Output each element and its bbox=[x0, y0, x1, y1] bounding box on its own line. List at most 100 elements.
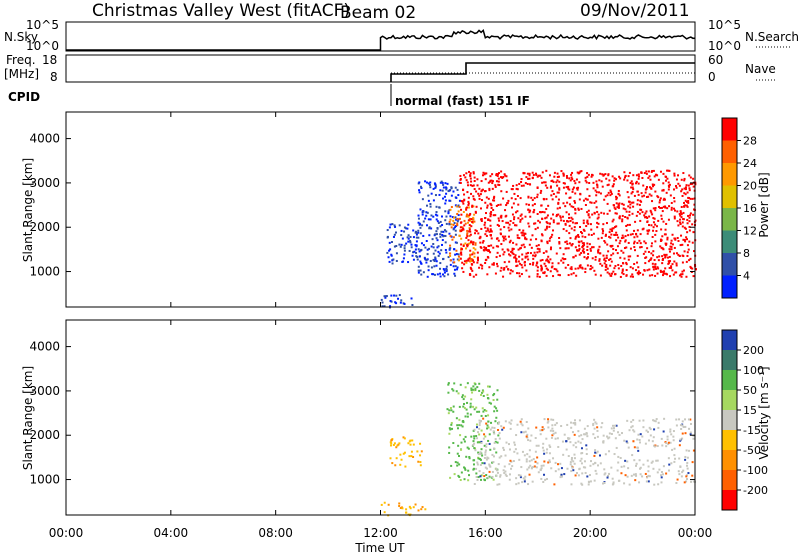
data-cell bbox=[457, 210, 460, 213]
data-cell bbox=[619, 275, 622, 278]
data-cell bbox=[609, 228, 612, 231]
data-cell bbox=[569, 461, 572, 464]
data-cell bbox=[595, 191, 598, 194]
data-cell bbox=[675, 264, 678, 267]
data-cell bbox=[644, 472, 647, 475]
data-cell bbox=[684, 227, 687, 230]
colorbar-swatch bbox=[722, 350, 737, 371]
data-cell bbox=[387, 256, 390, 259]
colorbar-swatch bbox=[722, 163, 737, 186]
data-cell bbox=[484, 221, 487, 224]
data-cell bbox=[448, 427, 451, 430]
data-cell bbox=[566, 220, 569, 223]
data-cell bbox=[657, 483, 660, 486]
data-cell bbox=[487, 439, 490, 442]
data-cell bbox=[603, 198, 606, 201]
data-cell bbox=[586, 188, 589, 191]
data-cell bbox=[596, 464, 599, 467]
data-cell bbox=[481, 454, 484, 457]
data-cell bbox=[434, 213, 437, 216]
data-cell bbox=[531, 480, 534, 483]
data-cell bbox=[623, 247, 626, 250]
data-cell bbox=[611, 483, 614, 486]
data-cell bbox=[493, 410, 496, 413]
data-cell bbox=[665, 175, 668, 178]
data-cell bbox=[651, 213, 654, 216]
data-cell bbox=[520, 418, 523, 421]
data-cell bbox=[685, 260, 688, 263]
data-cell bbox=[570, 173, 573, 176]
data-cell bbox=[439, 225, 442, 228]
data-cell bbox=[617, 431, 620, 434]
data-cell bbox=[523, 454, 526, 457]
data-cell bbox=[453, 216, 456, 219]
data-cell bbox=[470, 258, 473, 261]
data-cell bbox=[609, 236, 612, 239]
data-cell bbox=[648, 215, 651, 218]
data-cell bbox=[478, 197, 481, 200]
data-cell bbox=[569, 179, 572, 182]
cpid-label: CPID bbox=[8, 90, 40, 104]
data-cell bbox=[511, 465, 514, 468]
data-cell bbox=[469, 174, 472, 177]
data-cell bbox=[625, 210, 628, 213]
data-cell bbox=[402, 452, 405, 455]
data-cell bbox=[689, 431, 692, 434]
data-cell bbox=[458, 217, 461, 220]
data-cell bbox=[601, 264, 604, 267]
data-cell bbox=[453, 261, 456, 264]
data-cell bbox=[467, 259, 470, 262]
data-cell bbox=[417, 214, 420, 217]
colorbar-tick-label: 8 bbox=[743, 247, 750, 260]
data-cell bbox=[465, 206, 468, 209]
data-cell bbox=[532, 458, 535, 461]
data-cell bbox=[430, 245, 433, 248]
data-cell bbox=[473, 180, 476, 183]
data-cell bbox=[492, 262, 495, 265]
data-cell bbox=[409, 241, 412, 244]
data-cell bbox=[482, 171, 485, 174]
data-cell bbox=[621, 268, 624, 271]
data-cell bbox=[545, 451, 548, 454]
data-cell bbox=[628, 429, 631, 432]
data-cell bbox=[469, 230, 472, 233]
data-cell bbox=[606, 184, 609, 187]
data-cell bbox=[579, 170, 582, 173]
data-cell bbox=[515, 258, 518, 261]
data-cell bbox=[598, 454, 601, 457]
data-cell bbox=[472, 171, 475, 174]
data-cell bbox=[688, 259, 691, 262]
data-cell bbox=[439, 181, 442, 184]
data-cell bbox=[591, 213, 594, 216]
data-cell bbox=[580, 462, 583, 465]
data-cell bbox=[520, 178, 523, 181]
data-cell bbox=[417, 221, 420, 224]
data-cell bbox=[653, 428, 656, 431]
data-cell bbox=[674, 238, 677, 241]
data-cell bbox=[543, 418, 546, 421]
data-cell bbox=[582, 466, 585, 469]
data-cell bbox=[496, 174, 499, 177]
data-cell bbox=[626, 179, 629, 182]
data-cell bbox=[664, 179, 667, 182]
data-cell bbox=[584, 236, 587, 239]
data-cell bbox=[552, 432, 555, 435]
data-cell bbox=[493, 392, 496, 395]
data-cell bbox=[684, 240, 687, 243]
data-cell bbox=[601, 173, 604, 176]
data-cell bbox=[536, 462, 539, 465]
data-cell bbox=[484, 248, 487, 251]
data-cell bbox=[653, 175, 656, 178]
data-cell bbox=[485, 212, 488, 215]
data-cell bbox=[665, 242, 668, 245]
data-cell bbox=[681, 437, 684, 440]
data-cell bbox=[528, 174, 531, 177]
data-cell bbox=[495, 180, 498, 183]
data-cell bbox=[618, 175, 621, 178]
data-cell bbox=[688, 220, 691, 223]
data-cell bbox=[490, 421, 493, 424]
data-cell bbox=[591, 257, 594, 260]
data-cell bbox=[476, 441, 479, 444]
data-cell bbox=[467, 206, 470, 209]
data-cell bbox=[603, 473, 606, 476]
